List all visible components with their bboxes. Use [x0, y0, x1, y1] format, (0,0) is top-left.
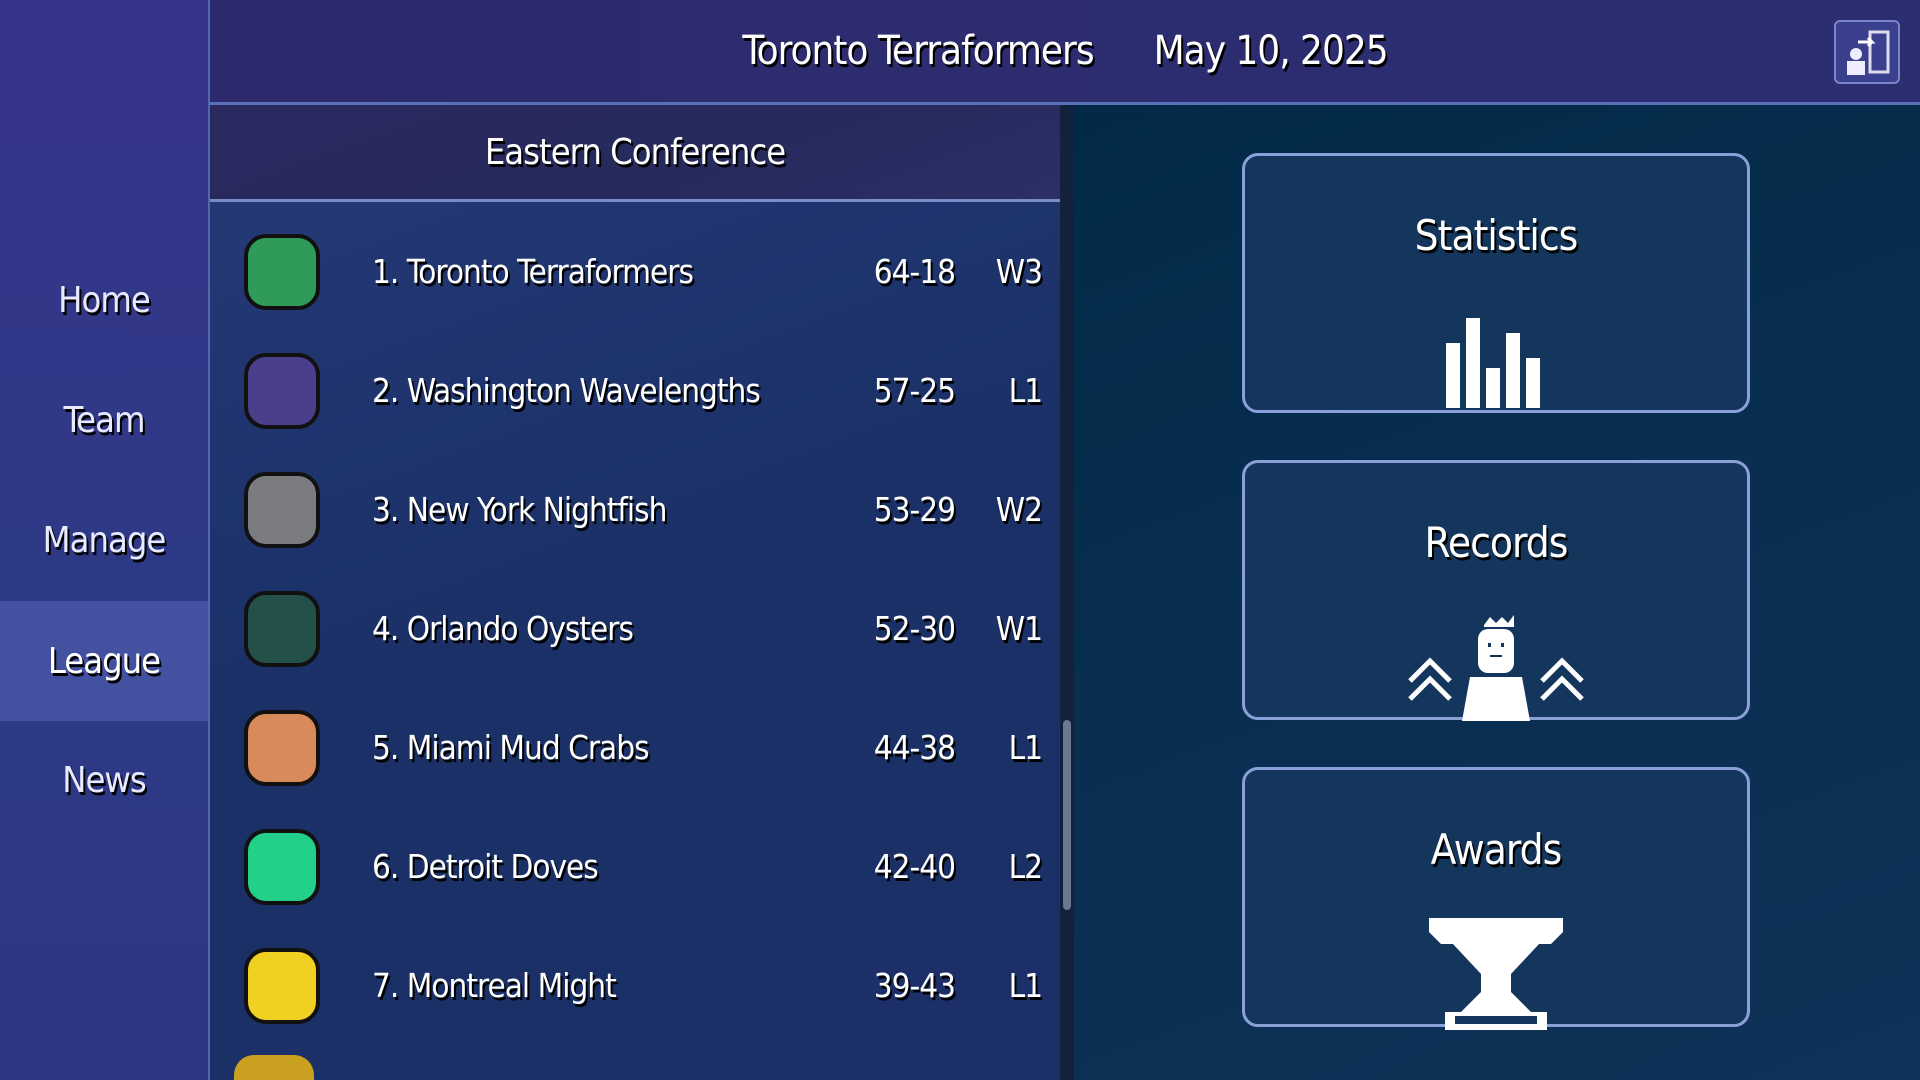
next-team-logo-partial [234, 1055, 314, 1080]
standings-row[interactable]: 4. Orlando Oysters 52-30 W1 [210, 569, 1060, 688]
team-name[interactable]: 4. Orlando Oysters [372, 609, 634, 648]
nav-league[interactable]: League [0, 601, 208, 721]
exit-button[interactable] [1834, 20, 1900, 84]
team-streak: W1 [995, 609, 1043, 648]
gray-fish-icon [244, 471, 320, 548]
team-streak: L1 [1008, 728, 1043, 767]
conference-title: Eastern Conference [210, 105, 1060, 202]
dumbbell-icon [244, 947, 320, 1024]
team-record: 64-18 [873, 252, 956, 291]
team-streak: L2 [1008, 847, 1043, 886]
team-record: 57-25 [873, 371, 956, 410]
sidebar: Home Team Manage League News [0, 0, 210, 1080]
dove-icon [244, 828, 320, 905]
statistics-card[interactable]: Statistics [1242, 153, 1750, 413]
card-label: Records [1424, 518, 1569, 567]
team-record: 42-40 [873, 847, 956, 886]
standings-row[interactable]: 6. Detroit Doves 42-40 L2 [210, 807, 1060, 926]
team-name[interactable]: 5. Miami Mud Crabs [372, 728, 650, 767]
team-record: 39-43 [873, 966, 956, 1005]
standings-row[interactable]: 1. Toronto Terraformers 64-18 W3 [210, 212, 1060, 331]
team-name[interactable]: 6. Detroit Doves [372, 847, 599, 886]
standings-row[interactable]: 7. Montreal Might 39-43 L1 [210, 926, 1060, 1045]
team-name: Toronto Terraformers [742, 28, 1094, 74]
crab-icon [244, 709, 320, 786]
oyster-icon [244, 590, 320, 667]
crowned-figure-icon [1408, 615, 1584, 721]
scrollbar[interactable] [1060, 105, 1074, 1080]
records-card[interactable]: Records [1242, 460, 1750, 721]
team-record: 44-38 [873, 728, 956, 767]
team-record: 53-29 [873, 490, 956, 529]
nav-news[interactable]: News [62, 759, 147, 801]
standings-panel: Eastern Conference 1. Toronto Terraforme… [210, 105, 1060, 1080]
team-streak: L1 [1008, 371, 1043, 410]
bar-chart-icon [1446, 318, 1540, 408]
standings-row[interactable]: 2. Washington Wavelengths 57-25 L1 [210, 331, 1060, 450]
trophy-icon [1429, 918, 1563, 1030]
team-name[interactable]: 7. Montreal Might [372, 966, 617, 1005]
standings-row[interactable]: 5. Miami Mud Crabs 44-38 L1 [210, 688, 1060, 807]
green-hood-icon [244, 233, 320, 310]
awards-card[interactable]: Awards [1242, 767, 1750, 1030]
league-menu-panel: Statistics Records Awards [1074, 105, 1920, 1080]
standings-row[interactable]: 3. New York Nightfish 53-29 W2 [210, 450, 1060, 569]
card-label: Awards [1430, 825, 1563, 874]
team-streak: W3 [995, 252, 1043, 291]
exit-door-icon [1847, 30, 1890, 75]
team-name[interactable]: 2. Washington Wavelengths [372, 371, 761, 410]
nav-manage[interactable]: Manage [42, 519, 167, 561]
team-name[interactable]: 3. New York Nightfish [372, 490, 667, 529]
header: Toronto Terraformers May 10, 2025 [210, 0, 1920, 105]
nav-home[interactable]: Home [58, 279, 151, 321]
team-streak: L1 [1008, 966, 1043, 1005]
scrollbar-thumb[interactable] [1063, 720, 1071, 910]
team-record: 52-30 [873, 609, 956, 648]
team-name[interactable]: 1. Toronto Terraformers [372, 252, 694, 291]
card-label: Statistics [1414, 211, 1579, 260]
team-streak: W2 [995, 490, 1043, 529]
purple-bug-icon [244, 352, 320, 429]
nav-team[interactable]: Team [63, 399, 146, 441]
current-date: May 10, 2025 [1153, 28, 1389, 74]
